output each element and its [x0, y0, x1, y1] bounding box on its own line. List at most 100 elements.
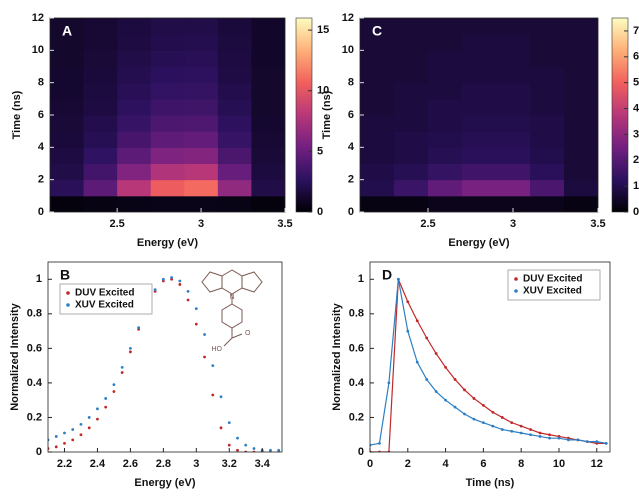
heatmap-cell [150, 195, 185, 212]
heatmap-cell [50, 195, 85, 212]
heatmap-cell [564, 147, 598, 164]
heatmap-cell [564, 98, 598, 116]
heatmap-cell [394, 66, 429, 84]
heatmap-cell [530, 98, 565, 116]
heatmap-cell [360, 34, 395, 51]
heatmap-cell [428, 82, 463, 100]
molecule-bond [231, 333, 243, 339]
heatmap-cell [50, 147, 85, 164]
heatmap-cell [496, 163, 531, 181]
data-point [277, 448, 281, 452]
series-line [370, 279, 607, 446]
heatmap-cell [360, 131, 395, 148]
y-tick-label: 0.8 [27, 308, 42, 320]
heatmap-cell [462, 179, 497, 197]
heatmap-cell [360, 179, 395, 197]
heatmap-cell [117, 195, 152, 212]
data-point [211, 393, 215, 397]
x-tick-label: 2.8 [156, 458, 171, 470]
heatmap-cell [496, 18, 531, 35]
data-point [406, 329, 410, 333]
heatmap-cell [530, 179, 565, 197]
heatmap-cell [50, 50, 85, 67]
x-tick-label: 3.5 [590, 218, 605, 230]
heatmap-cell [251, 179, 285, 197]
heatmap-cell [83, 98, 118, 116]
heatmap-cell [117, 50, 152, 67]
heatmap-cell [83, 82, 118, 100]
colorbar-tick-label: 2 [633, 154, 639, 166]
heatmap-cell [150, 18, 185, 35]
data-point [434, 390, 438, 393]
heatmap-cell [150, 115, 185, 132]
heatmap-cell [50, 34, 85, 51]
heatmap-cell [83, 163, 118, 181]
heatmap-cell [251, 82, 285, 100]
y-tick-label: 12 [32, 12, 44, 24]
data-point [120, 365, 124, 369]
data-point [453, 378, 457, 381]
heatmap-cell [150, 82, 185, 100]
heatmap-cell [360, 163, 395, 181]
heatmap-cell [462, 147, 497, 164]
data-point [576, 438, 580, 442]
data-point [236, 436, 239, 440]
heatmap-cell [184, 179, 219, 197]
data-point [219, 426, 223, 430]
heatmap-cell [530, 115, 565, 132]
heatmap-cell [428, 98, 463, 116]
colorbar-tick-label: 6 [633, 51, 639, 63]
heatmap-cell [496, 82, 531, 100]
heatmap-cell [462, 18, 497, 35]
legend-box [59, 283, 153, 315]
data-point [406, 300, 410, 304]
data-point [203, 355, 206, 359]
heatmap-cell [564, 163, 598, 181]
data-point [137, 326, 141, 330]
heatmap-cell [117, 147, 152, 164]
data-point [444, 398, 447, 402]
heatmap-cell [394, 82, 429, 100]
heatmap-cell [394, 98, 429, 116]
heatmap-cell [428, 50, 463, 67]
heatmap-cell [251, 66, 285, 84]
heatmap-cell [462, 163, 497, 181]
heatmap-cell [184, 131, 219, 148]
y-tick-label: 10 [342, 44, 354, 56]
heatmap-cell [251, 98, 285, 116]
y-tick-label: 10 [32, 44, 44, 56]
y-tick-label: 0 [348, 206, 354, 218]
data-point [178, 283, 182, 286]
colorbar-tick-label: 15 [317, 24, 329, 36]
y-axis-label: Time (ns) [321, 90, 333, 139]
heatmap-cell [462, 131, 497, 148]
heatmap-cell [462, 66, 497, 84]
data-point [170, 276, 173, 279]
y-tick-label: 1 [358, 273, 364, 285]
heatmap-cell [217, 50, 252, 67]
y-axis-label: Normalized Intensity [331, 302, 343, 410]
x-tick-label: 2 [405, 458, 411, 470]
data-point [481, 403, 485, 407]
data-point [128, 350, 132, 354]
heatmap-cell [394, 147, 429, 164]
data-point [87, 416, 91, 419]
heatmap-cell [83, 18, 118, 35]
x-tick-label: 3 [198, 218, 204, 230]
data-point [54, 445, 58, 449]
heatmap-cell [184, 147, 219, 164]
heatmap-cell [360, 195, 395, 212]
data-point [387, 381, 391, 385]
data-point [538, 435, 542, 438]
y-tick-label: 4 [38, 141, 45, 153]
heatmap-cell [150, 179, 185, 197]
colorbar-tick-label: 0 [317, 206, 323, 218]
y-tick-label: 12 [342, 12, 354, 24]
data-point [415, 319, 419, 323]
data-point [491, 410, 495, 414]
data-point [227, 443, 231, 447]
heatmap-cell [564, 66, 598, 84]
heatmap-cell [360, 98, 395, 116]
data-point [378, 441, 381, 445]
heatmap-cell [50, 66, 85, 84]
